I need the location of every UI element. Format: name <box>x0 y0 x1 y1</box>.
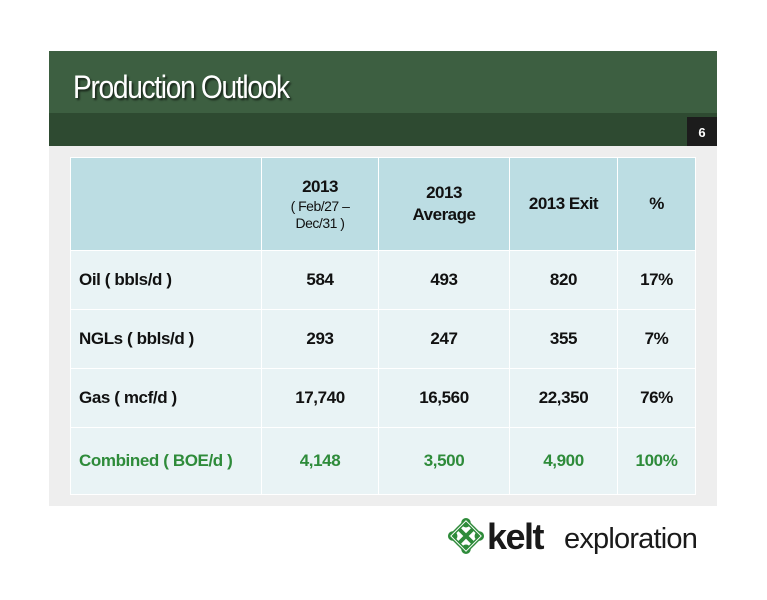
page-title: Production Outlook <box>73 69 290 105</box>
celtic-knot-icon <box>447 517 485 555</box>
cell-value: 293 <box>261 309 379 369</box>
cell-value: 820 <box>509 250 618 310</box>
page-number-badge: 6 <box>687 117 717 147</box>
table-row-oil: Oil ( bbls/d ) 584 493 820 17% <box>70 250 696 310</box>
column-title: 2013 <box>302 177 338 196</box>
column-subtitle: ( Feb/27 – Dec/31 ) <box>290 198 350 231</box>
header-band-top <box>49 51 717 113</box>
slide-header: Production Outlook <box>49 51 717 146</box>
cell-value: 17,740 <box>261 368 379 428</box>
cell-value: 3,500 <box>378 427 510 495</box>
cell-value: 16,560 <box>378 368 510 428</box>
row-label: NGLs ( bbls/d ) <box>70 309 262 369</box>
cell-value: 247 <box>378 309 510 369</box>
logo-suffix-text: exploration <box>564 523 698 555</box>
row-label: Oil ( bbls/d ) <box>70 250 262 310</box>
table-row-combined: Combined ( BOE/d ) 4,148 3,500 4,900 100… <box>70 427 696 495</box>
cell-value: 584 <box>261 250 379 310</box>
column-title: 2013 Average <box>412 183 476 224</box>
row-label: Combined ( BOE/d ) <box>70 427 262 495</box>
cell-value: 100% <box>617 427 696 495</box>
column-title: 2013 Exit <box>528 194 599 213</box>
table-header-2013-period: 2013 ( Feb/27 – Dec/31 ) <box>261 157 379 251</box>
cell-value: 7% <box>617 309 696 369</box>
table-header-percent: % <box>617 157 696 251</box>
company-logo: kelt exploration <box>447 515 707 560</box>
cell-value: 17% <box>617 250 696 310</box>
logo-brand-text: kelt <box>487 516 545 557</box>
cell-value: 76% <box>617 368 696 428</box>
cell-value: 355 <box>509 309 618 369</box>
cell-value: 4,148 <box>261 427 379 495</box>
header-band-bottom <box>49 113 717 146</box>
cell-value: 493 <box>378 250 510 310</box>
production-table: 2013 ( Feb/27 – Dec/31 ) 2013 Average 20… <box>70 157 696 495</box>
cell-value: 22,350 <box>509 368 618 428</box>
row-label: Gas ( mcf/d ) <box>70 368 262 428</box>
table-row-ngls: NGLs ( bbls/d ) 293 247 355 7% <box>70 309 696 369</box>
table-header-2013-exit: 2013 Exit <box>509 157 618 251</box>
column-title: % <box>649 194 664 213</box>
table-row-gas: Gas ( mcf/d ) 17,740 16,560 22,350 76% <box>70 368 696 428</box>
table-header-2013-average: 2013 Average <box>378 157 510 251</box>
table-header-row: 2013 ( Feb/27 – Dec/31 ) 2013 Average 20… <box>70 157 696 251</box>
table-header-empty <box>70 157 262 251</box>
cell-value: 4,900 <box>509 427 618 495</box>
